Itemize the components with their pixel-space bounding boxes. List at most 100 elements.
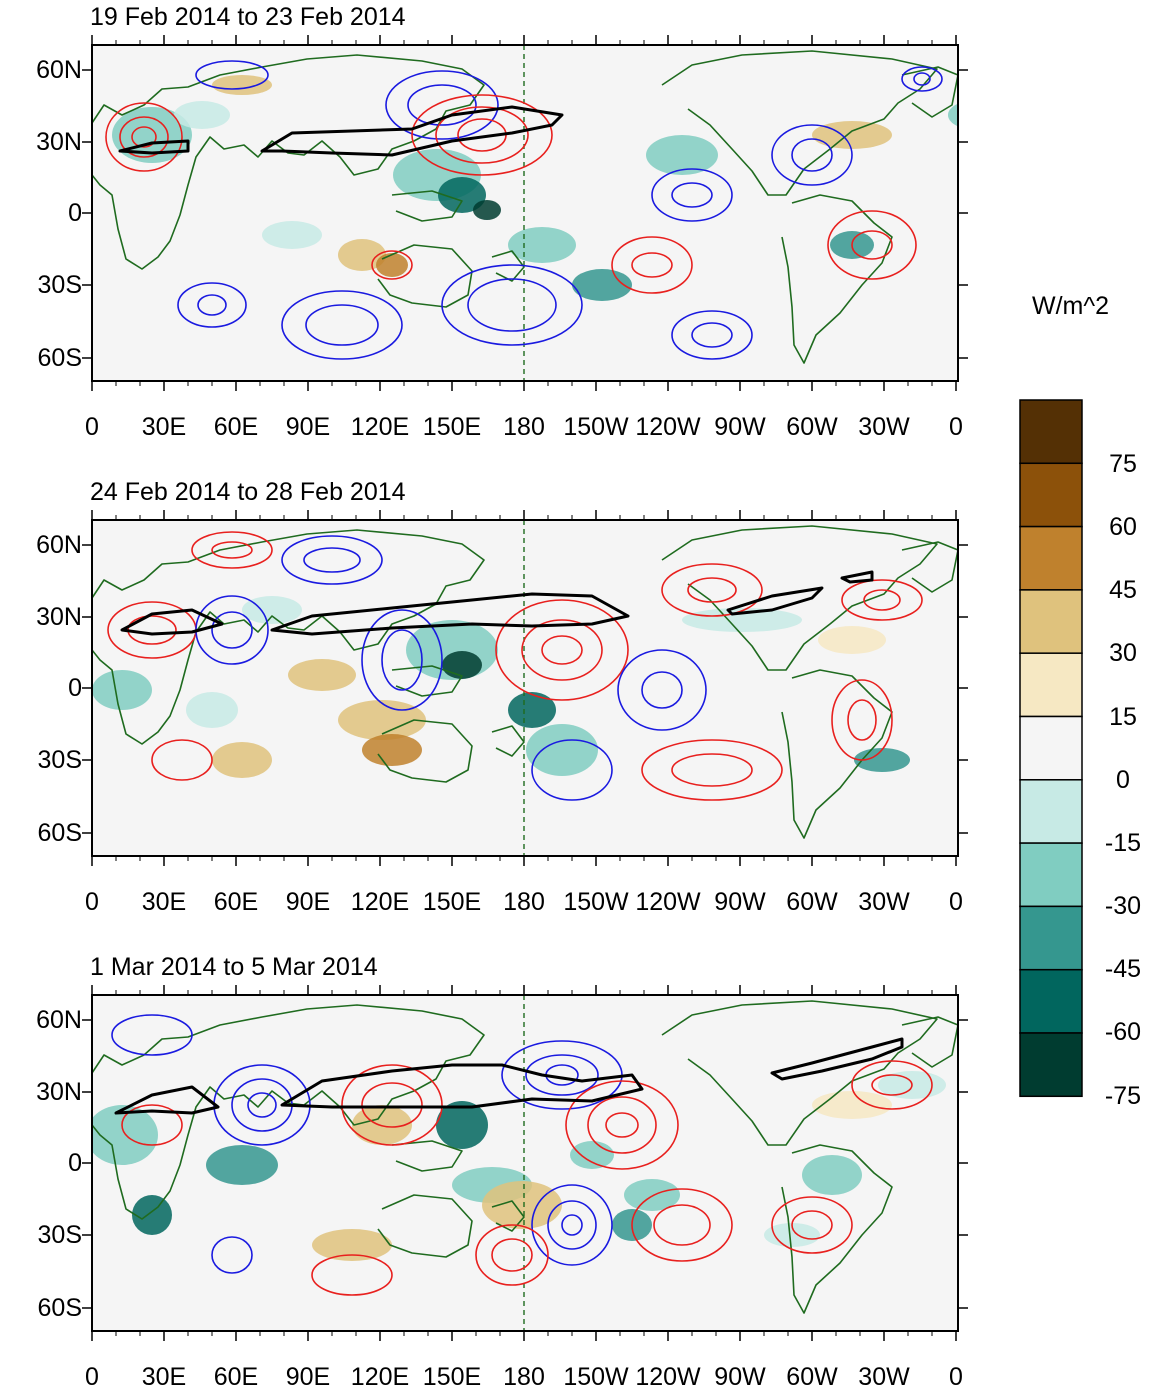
positive-contour xyxy=(871,1074,913,1096)
panel-3-lon-label: 150W xyxy=(563,1363,629,1391)
panel-2-lat-label: 30S xyxy=(37,746,82,774)
anomaly-shading xyxy=(376,253,408,277)
colorbar-unit: W/m^2 xyxy=(1032,292,1110,320)
anomaly-shading xyxy=(212,75,272,95)
jet-outline xyxy=(114,1085,220,1115)
panel-3-title: 1 Mar 2014 to 5 Mar 2014 xyxy=(90,953,378,981)
negative-contour xyxy=(281,290,403,360)
panel-1-lon-label: 30W xyxy=(858,413,910,441)
panel-3-lon-label: 30E xyxy=(141,1363,187,1391)
positive-contour xyxy=(587,1096,657,1154)
map-frame xyxy=(82,985,968,1341)
positive-contour xyxy=(827,210,917,280)
negative-contour xyxy=(901,66,943,92)
colorbar-box xyxy=(1019,905,1083,971)
map-background xyxy=(92,45,958,381)
coastline xyxy=(391,1140,463,1172)
panel-3-lon-label: 0 xyxy=(949,1363,963,1391)
positive-contour xyxy=(851,230,893,260)
negative-contour xyxy=(281,535,383,585)
positive-contour xyxy=(831,679,893,761)
positive-contour xyxy=(411,94,553,176)
panel-3-lat-label: 0 xyxy=(68,1149,82,1177)
panel-2-lon-label: 30W xyxy=(858,888,910,916)
panel-2-lon-label: 60W xyxy=(786,888,838,916)
colorbar-label: -75 xyxy=(1104,1082,1142,1110)
panel-2-lat-label: 0 xyxy=(68,674,82,702)
positive-contour xyxy=(611,236,693,294)
map-panel-3 xyxy=(92,995,958,1331)
negative-contour xyxy=(381,629,423,691)
negative-contour xyxy=(211,611,253,649)
positive-contour xyxy=(211,541,253,559)
negative-contour xyxy=(385,70,499,140)
panel-3-lat-label: 30S xyxy=(37,1221,82,1249)
anomaly-shading xyxy=(174,101,230,129)
coastline xyxy=(377,1194,473,1258)
anomaly-shading xyxy=(438,177,486,213)
positive-contour xyxy=(371,250,413,280)
panel-1-lon-label: 0 xyxy=(85,413,99,441)
positive-contour xyxy=(121,1104,183,1146)
jet-outline xyxy=(120,608,224,636)
coastline xyxy=(661,525,938,671)
anomaly-shading xyxy=(572,269,632,301)
panel-2-lon-label: 120E xyxy=(350,888,410,916)
anomaly-shading xyxy=(646,135,718,175)
coastline xyxy=(92,529,485,745)
negative-contour xyxy=(561,1214,583,1236)
anomaly-shading xyxy=(212,742,272,778)
jet-outline xyxy=(260,105,564,157)
positive-contour xyxy=(131,126,157,148)
map-panel-1 xyxy=(92,45,958,381)
jet-outline xyxy=(118,139,190,155)
coastline xyxy=(781,669,893,839)
anomaly-shading xyxy=(508,227,576,263)
colorbar-label: 45 xyxy=(1109,576,1137,604)
map-panel-3-layers xyxy=(92,995,958,1331)
panel-1-title: 19 Feb 2014 to 23 Feb 2014 xyxy=(90,3,406,31)
panel-1-lon-label: 120E xyxy=(350,413,410,441)
panel-1-lon-label: 90E xyxy=(285,413,331,441)
anomaly-shading xyxy=(186,692,238,728)
negative-contour xyxy=(111,1014,193,1056)
negative-contour xyxy=(671,182,713,208)
positive-contour xyxy=(605,1112,639,1138)
positive-contour xyxy=(841,579,923,621)
coastline xyxy=(661,1000,938,1146)
anomaly-shading xyxy=(362,734,422,766)
colorbar-label: -30 xyxy=(1104,892,1142,920)
negative-contour xyxy=(641,671,683,709)
anomaly-shading xyxy=(482,1181,562,1229)
panel-3-lat-label: 30N xyxy=(36,1078,82,1106)
colorbar-box xyxy=(1019,842,1083,908)
colorbar-label: -45 xyxy=(1104,955,1142,983)
colorbar-box xyxy=(1019,652,1083,718)
panel-3-lon-label: 0 xyxy=(85,1363,99,1391)
colorbar-label: 15 xyxy=(1109,703,1137,731)
positive-contour xyxy=(863,589,901,611)
panel-1-lon-label: 150E xyxy=(422,413,482,441)
colorbar-label: 60 xyxy=(1109,513,1137,541)
positive-contour xyxy=(791,1210,833,1240)
negative-contour xyxy=(197,294,227,316)
panel-2-title: 24 Feb 2014 to 28 Feb 2014 xyxy=(90,478,406,506)
coastline xyxy=(491,1200,525,1232)
panel-3-lat-label: 60S xyxy=(37,1294,82,1322)
anomaly-shading xyxy=(92,670,152,710)
panel-3-lon-label: 90E xyxy=(285,1363,331,1391)
positive-contour xyxy=(771,1196,853,1254)
positive-contour xyxy=(521,619,603,681)
negative-contour xyxy=(671,310,753,360)
negative-contour xyxy=(407,84,477,126)
anomaly-shading xyxy=(812,1091,892,1119)
coastline xyxy=(901,1016,958,1068)
anomaly-shading xyxy=(473,200,501,220)
colorbar-label: -15 xyxy=(1104,829,1142,857)
map-panel-2-layers xyxy=(92,520,958,856)
anomaly-shading xyxy=(624,1179,680,1211)
anomaly-shading xyxy=(442,651,482,679)
positive-contour xyxy=(653,1204,711,1246)
colorbar-box xyxy=(1019,968,1083,1034)
map-panel-2 xyxy=(92,520,958,856)
